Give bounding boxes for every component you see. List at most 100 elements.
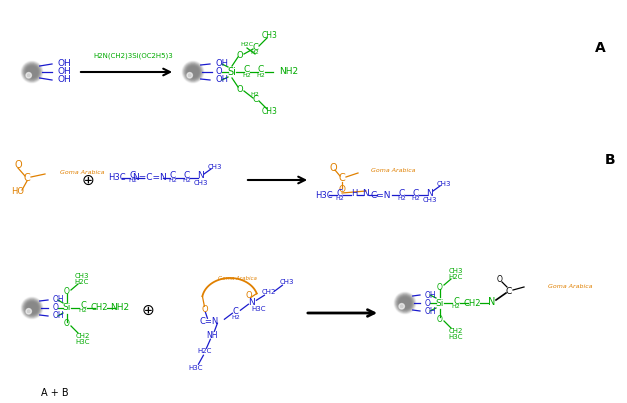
Circle shape [28, 304, 36, 312]
Text: ⊕: ⊕ [142, 303, 154, 318]
Text: O: O [245, 291, 252, 300]
Circle shape [28, 303, 36, 313]
Text: NH: NH [207, 331, 218, 340]
Text: OH: OH [58, 60, 71, 69]
Text: C: C [130, 172, 136, 181]
Circle shape [26, 301, 38, 314]
Text: H2: H2 [451, 303, 460, 309]
Text: C: C [399, 189, 405, 197]
Circle shape [396, 294, 414, 312]
Circle shape [23, 63, 41, 81]
Circle shape [31, 307, 33, 309]
Circle shape [26, 309, 31, 314]
Circle shape [401, 299, 408, 306]
Circle shape [21, 297, 43, 319]
Text: OH: OH [53, 295, 65, 305]
Text: CH3: CH3 [262, 108, 278, 116]
Circle shape [26, 66, 38, 78]
Circle shape [28, 68, 36, 76]
Circle shape [401, 298, 409, 307]
Text: A: A [594, 41, 606, 55]
Text: OH: OH [216, 60, 229, 69]
Text: OH: OH [53, 312, 65, 320]
Text: H2: H2 [231, 315, 240, 320]
Text: H2: H2 [243, 73, 251, 78]
Circle shape [399, 297, 411, 310]
Text: O: O [437, 314, 443, 324]
Text: H3C: H3C [315, 191, 333, 199]
Text: CH3: CH3 [75, 273, 89, 279]
Circle shape [187, 73, 192, 78]
Text: O: O [216, 67, 223, 77]
Circle shape [21, 297, 43, 318]
Text: Si: Si [436, 299, 444, 307]
Text: N: N [362, 189, 369, 197]
Text: Goma Arabica: Goma Arabica [218, 276, 256, 280]
Text: C: C [233, 307, 238, 316]
Circle shape [24, 300, 40, 316]
Circle shape [183, 62, 203, 82]
Circle shape [182, 61, 204, 83]
Text: H2C: H2C [449, 274, 463, 280]
Circle shape [190, 69, 196, 75]
Text: O: O [437, 283, 443, 291]
Text: H3C: H3C [188, 365, 203, 371]
Circle shape [29, 306, 34, 310]
Circle shape [27, 303, 37, 313]
Text: NH2: NH2 [279, 67, 298, 77]
Text: H2: H2 [398, 195, 406, 201]
Text: H2: H2 [169, 179, 177, 183]
Circle shape [21, 62, 43, 83]
Text: Goma Arabica: Goma Arabica [60, 170, 105, 175]
Text: H3C: H3C [449, 334, 463, 340]
Circle shape [189, 69, 196, 75]
Text: H: H [351, 189, 357, 197]
Text: H2: H2 [256, 73, 265, 78]
Text: OH: OH [425, 291, 436, 299]
Text: H2C: H2C [198, 348, 211, 354]
Circle shape [29, 70, 34, 74]
Circle shape [187, 66, 199, 78]
Text: C: C [252, 42, 258, 52]
Circle shape [23, 299, 41, 317]
Circle shape [191, 70, 196, 74]
Circle shape [28, 69, 36, 75]
Text: C: C [24, 173, 30, 183]
Text: CH3: CH3 [279, 279, 293, 285]
Text: H2: H2 [335, 195, 344, 201]
Text: N: N [198, 172, 204, 181]
Circle shape [27, 67, 37, 77]
Text: C: C [453, 297, 459, 305]
Circle shape [24, 64, 40, 80]
Text: H2: H2 [78, 309, 87, 314]
Circle shape [186, 65, 200, 79]
Text: O: O [53, 303, 59, 312]
Text: H2: H2 [411, 195, 420, 201]
Circle shape [402, 300, 408, 306]
Text: C: C [170, 172, 176, 181]
Text: H2: H2 [182, 179, 191, 183]
Text: C: C [413, 189, 419, 197]
Text: CH3: CH3 [437, 181, 451, 187]
Text: C: C [244, 66, 250, 75]
Text: CH2: CH2 [90, 303, 108, 312]
Circle shape [22, 298, 42, 318]
Circle shape [189, 68, 197, 76]
Circle shape [25, 301, 39, 315]
Circle shape [400, 298, 410, 308]
Circle shape [186, 64, 201, 79]
Circle shape [403, 301, 407, 305]
Circle shape [187, 66, 199, 78]
Text: O: O [201, 305, 208, 314]
Circle shape [184, 63, 203, 81]
Circle shape [26, 66, 38, 78]
Text: NH2: NH2 [110, 303, 130, 312]
Circle shape [396, 294, 414, 312]
Text: Goma Arabica: Goma Arabica [548, 283, 593, 289]
Text: CH3: CH3 [208, 164, 222, 170]
Circle shape [401, 299, 409, 307]
Text: C: C [252, 96, 258, 104]
Circle shape [24, 301, 40, 316]
Text: O: O [236, 85, 243, 93]
Text: OH: OH [425, 307, 436, 316]
